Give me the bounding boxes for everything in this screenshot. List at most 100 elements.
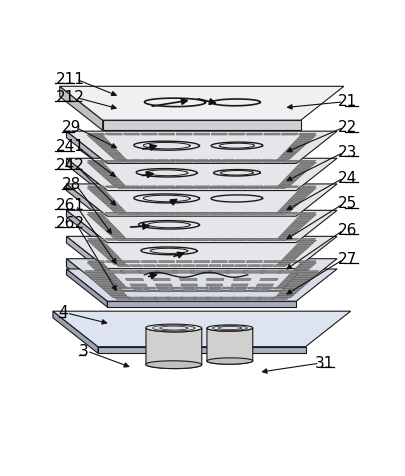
Polygon shape [283,286,303,288]
Polygon shape [221,187,234,188]
Polygon shape [53,311,98,353]
Polygon shape [283,256,298,258]
Polygon shape [211,133,227,135]
Polygon shape [243,270,265,273]
Polygon shape [92,192,109,194]
Polygon shape [283,204,298,206]
Polygon shape [176,261,192,263]
Polygon shape [92,267,109,269]
Polygon shape [158,289,174,292]
Polygon shape [97,284,118,287]
Polygon shape [179,278,196,280]
Polygon shape [279,208,293,210]
Polygon shape [232,278,251,280]
Polygon shape [298,133,315,135]
Polygon shape [99,173,115,175]
Polygon shape [208,270,230,273]
Polygon shape [87,188,104,190]
Polygon shape [102,201,117,203]
Polygon shape [211,160,227,162]
Polygon shape [169,187,181,188]
Polygon shape [279,260,293,262]
Polygon shape [293,275,316,278]
Polygon shape [182,212,194,214]
Polygon shape [87,261,105,263]
Polygon shape [109,235,124,237]
Polygon shape [102,270,125,273]
Polygon shape [288,274,303,276]
Polygon shape [221,238,234,241]
Polygon shape [283,278,298,280]
Polygon shape [109,155,124,157]
Polygon shape [234,238,247,241]
Polygon shape [152,278,170,280]
Polygon shape [180,284,197,286]
Polygon shape [290,249,306,251]
Polygon shape [277,158,291,159]
Polygon shape [280,238,298,240]
Polygon shape [125,278,143,280]
Polygon shape [84,270,108,273]
Polygon shape [94,169,111,171]
Polygon shape [112,158,126,159]
Polygon shape [129,265,143,267]
Polygon shape [109,208,124,210]
Polygon shape [158,133,175,135]
Polygon shape [92,218,109,221]
Polygon shape [90,242,107,244]
Polygon shape [263,160,280,162]
Polygon shape [273,212,286,214]
Polygon shape [114,297,132,299]
Polygon shape [107,243,296,249]
Polygon shape [260,159,273,161]
Polygon shape [92,279,113,282]
Polygon shape [102,288,122,291]
Polygon shape [273,287,286,289]
Polygon shape [143,238,156,241]
Text: 242: 242 [55,158,84,173]
Polygon shape [273,238,286,241]
Polygon shape [295,270,318,273]
Polygon shape [298,160,315,162]
Polygon shape [256,284,273,286]
Polygon shape [87,263,104,265]
Polygon shape [280,212,298,214]
Polygon shape [247,238,260,241]
Polygon shape [252,289,269,292]
Polygon shape [193,238,209,240]
Polygon shape [193,261,209,263]
Polygon shape [158,261,175,263]
Polygon shape [193,186,209,188]
Polygon shape [99,286,120,288]
Polygon shape [292,142,308,144]
Polygon shape [107,206,122,208]
Polygon shape [94,269,111,271]
Polygon shape [292,269,308,271]
Polygon shape [245,238,262,240]
Polygon shape [180,297,196,299]
Polygon shape [296,164,313,166]
Polygon shape [294,192,311,194]
Text: 21: 21 [337,94,357,109]
Polygon shape [109,260,124,262]
Polygon shape [146,328,201,368]
Polygon shape [294,139,311,141]
Polygon shape [260,270,283,273]
Polygon shape [112,263,126,265]
Polygon shape [156,287,168,289]
Polygon shape [285,276,301,278]
Polygon shape [176,133,192,135]
Polygon shape [273,187,286,188]
Polygon shape [298,261,315,263]
Polygon shape [260,187,273,188]
Polygon shape [207,358,252,364]
Text: 4: 4 [58,306,68,320]
Polygon shape [260,238,273,241]
Polygon shape [104,151,119,153]
Polygon shape [87,238,105,240]
Polygon shape [296,242,313,244]
Polygon shape [87,240,104,242]
Polygon shape [182,289,197,292]
Polygon shape [298,212,315,214]
Polygon shape [195,265,207,267]
